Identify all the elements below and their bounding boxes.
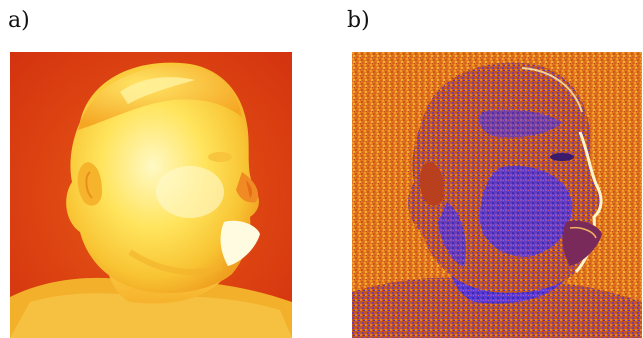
thermal-image-a (10, 52, 292, 338)
thermal-image-b-svg (352, 52, 642, 338)
thermal-image-b (352, 52, 642, 338)
panel-a-label: a) (8, 8, 30, 33)
panel-b-label: b) (347, 8, 370, 33)
thermal-image-a-svg (10, 52, 292, 338)
